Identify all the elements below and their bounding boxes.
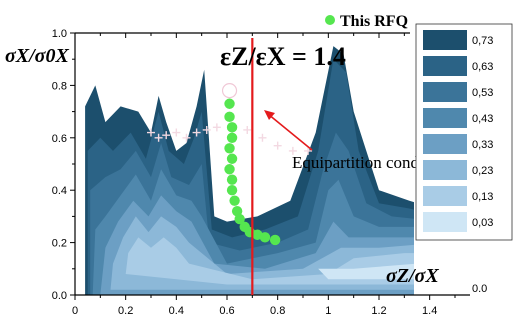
legend-swatch [423,30,467,50]
x-axis-label: σZ/σX [386,265,439,287]
y-tick-label: 0.0 [52,290,67,302]
curve-marker [258,133,267,142]
legend-label: 0,53 [472,87,493,99]
rfq-point [226,132,238,143]
x-tick-label: 0.8 [270,305,285,317]
curve-marker [182,133,191,142]
annotation-arrow [267,113,313,151]
x-tick-label: 0.2 [118,305,133,317]
curve-marker [273,141,282,150]
legend-swatch [423,56,467,76]
legend-swatch [423,212,467,232]
axes: 0 0.2 0.4 0.6 0.8 1 1.2 1.4 0.0 0.2 0.4 0.6 0.8 1.0 [52,28,470,317]
rfq-series [221,83,281,246]
rfq-point [226,174,238,185]
legend-label: 0,23 [472,165,493,177]
equipartition-label: Equipartition condition [292,153,451,172]
curve-marker [288,146,297,155]
rfq-point [226,122,238,133]
rfq-point [259,232,271,243]
y-tick-label: 1.0 [52,28,67,40]
contour-regions [85,46,414,295]
x-tick-label: 0 [72,305,78,317]
rfq-point [226,185,238,196]
legend-label: 0,63 [472,61,493,73]
curve-marker [172,128,181,137]
legend-swatch [423,82,467,102]
y-tick-label: 0.4 [52,185,67,197]
legend-label: 0,33 [472,139,493,151]
legend-label: 0,03 [472,217,493,229]
y-tick-label: 0.2 [52,238,67,250]
ratio-annotation: εZ/εX = 1.4 [220,42,346,71]
y-tick-label: 0.8 [52,80,67,92]
rfq-start-ring [221,83,238,99]
legend-label-rfq: This RFQ [340,13,408,30]
legend-label-zero: 0.0 [472,283,487,295]
rfq-point [224,111,235,123]
rfq-point [226,153,238,164]
rfq-point [224,164,235,175]
rfq-point [229,195,240,206]
curve-marker [162,131,171,140]
curve-marker [202,125,211,134]
contour-level-0 [318,263,414,280]
curve-marker [147,128,155,137]
legend-swatch [423,134,467,154]
rfq-point [224,143,235,154]
rfq-point [224,98,235,109]
legend-label: 0,43 [472,113,493,125]
x-tick-label: 1 [325,305,331,317]
curve-marker [304,146,313,155]
annotation-arrowhead [264,110,275,120]
curve-marker [243,125,252,134]
y-tick-label: 0.6 [52,133,67,145]
rfq-point [269,234,281,246]
legend-label: 0,13 [472,191,493,203]
x-tick-label: 0.4 [169,305,184,317]
equipartition-curve [147,123,313,155]
legend-swatch [423,108,467,128]
curve-marker [212,123,221,132]
contour-legend: 0,73 0,63 0,53 0,43 0,33 0,23 0,13 0,03 0.0 [415,23,513,295]
curve-marker [154,133,163,142]
legend-swatch [423,186,467,206]
curve-marker [192,128,201,137]
rfq-point [234,213,245,225]
legend-marker-rfq [325,15,335,25]
x-tick-label: 1.4 [422,305,437,317]
x-tick-label: 0.6 [219,305,234,317]
legend-swatch [423,160,467,180]
x-tick-label: 1.2 [371,305,386,317]
y-axis-label: σX/σ0X [5,45,69,67]
rfq-point [231,205,243,217]
legend-label: 0,73 [472,35,493,47]
